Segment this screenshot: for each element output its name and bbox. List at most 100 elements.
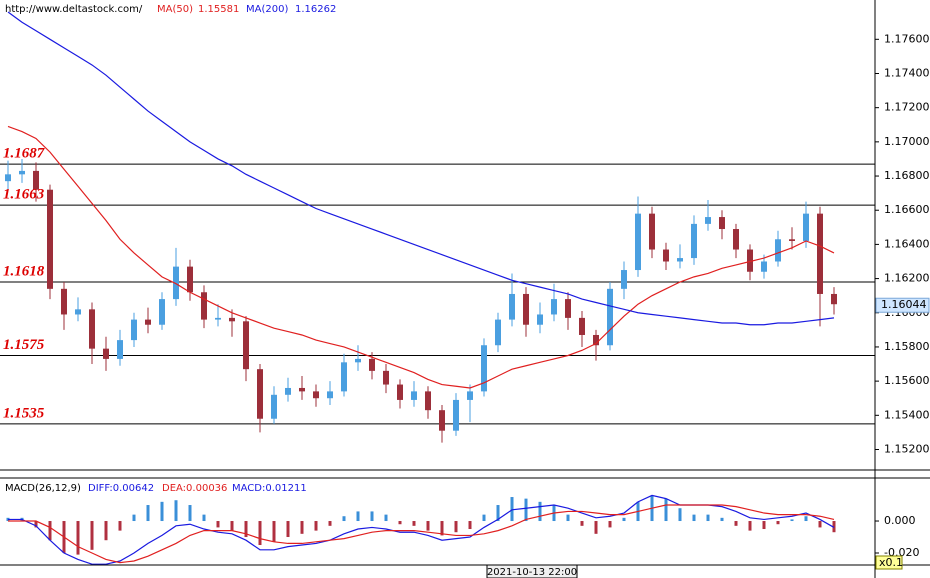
y-tick-label: 1.17000 — [884, 135, 930, 148]
y-tick-label: 1.16400 — [884, 237, 930, 250]
macd-plot — [6, 494, 836, 565]
candle-body — [173, 266, 179, 300]
candle-body — [495, 319, 501, 346]
macd-bar — [762, 521, 766, 530]
candle-body — [509, 293, 515, 320]
macd-bar — [384, 514, 388, 522]
candle-body — [481, 345, 487, 392]
candle-body — [439, 410, 445, 431]
legend-label: MACD:0.01211 — [232, 483, 307, 494]
candle-body — [621, 270, 627, 289]
macd-bar — [48, 521, 52, 541]
macd-bar — [524, 498, 528, 522]
candle-body — [89, 309, 95, 349]
y-tick-label: 1.16600 — [884, 203, 930, 216]
macd-bar — [118, 521, 122, 531]
macd-bar — [580, 521, 584, 526]
candle-body — [229, 317, 235, 322]
macd-bar — [776, 521, 780, 525]
macd-bar — [454, 521, 458, 533]
candle-body — [607, 288, 613, 346]
series-line — [7, 125, 835, 389]
macd-bar — [608, 521, 612, 528]
macd-bar — [188, 505, 192, 522]
macd-bar — [258, 521, 262, 546]
candle-body — [285, 387, 291, 395]
scale-label: x0.1 — [879, 556, 903, 569]
y-tick-label: 1.17200 — [884, 101, 930, 114]
candle-body — [551, 299, 557, 315]
candle-body — [635, 213, 641, 271]
series-line — [8, 504, 835, 564]
y-tick-label: 1.17600 — [884, 32, 930, 45]
macd-bar — [496, 505, 500, 522]
candle-body — [733, 229, 739, 250]
macd-bar — [426, 521, 430, 531]
macd-bar — [664, 498, 668, 522]
macd-bar — [734, 521, 738, 526]
macd-bar — [146, 505, 150, 522]
candle-body — [341, 362, 347, 392]
macd-bar — [594, 521, 598, 534]
scale-box — [875, 555, 903, 570]
macd-bar — [706, 514, 710, 522]
macd-bar — [286, 521, 290, 538]
macd-bar — [510, 497, 514, 522]
macd-bar — [300, 521, 304, 534]
candle-body — [817, 213, 823, 294]
candle-body — [257, 369, 263, 419]
candle-body — [383, 370, 389, 385]
last-price-label: 1.16044 — [881, 298, 927, 311]
level-label: 1.1663 — [3, 187, 45, 203]
candle-body — [5, 174, 11, 182]
candle-body — [663, 249, 669, 262]
macd-bar — [314, 521, 318, 531]
y-tick-label: 1.15600 — [884, 374, 930, 387]
macd-bar — [34, 521, 38, 528]
level-label: 1.1535 — [3, 405, 45, 421]
macd-bar — [678, 508, 682, 522]
candle-body — [691, 223, 697, 259]
level-label: 1.1575 — [3, 337, 45, 353]
candle-body — [145, 319, 151, 325]
macd-bar — [832, 521, 836, 533]
candle-body — [159, 299, 165, 325]
price-plot — [0, 11, 875, 443]
candle-body — [677, 258, 683, 262]
candle-body — [243, 321, 249, 370]
candle-body — [131, 319, 137, 341]
macd-bar — [104, 521, 108, 541]
candle-body — [327, 391, 333, 399]
candle-body — [705, 217, 711, 224]
legend-value: 1.15581 — [198, 4, 239, 15]
macd-bar — [482, 514, 486, 522]
candle-body — [649, 213, 655, 250]
candle-body — [775, 239, 781, 262]
time-label: 2021-10-13 22:00 — [487, 567, 577, 578]
macd-bar — [230, 521, 234, 531]
candle-body — [565, 299, 571, 318]
candle-body — [299, 387, 305, 392]
y-tick-label: 1.16200 — [884, 272, 930, 285]
macd-bar — [566, 514, 570, 522]
candle-body — [215, 317, 221, 320]
candle-body — [789, 239, 795, 241]
series-line — [7, 11, 835, 326]
y-tick-label: 1.16800 — [884, 169, 930, 182]
y-tick-label: 1.17400 — [884, 66, 930, 79]
candle-body — [369, 358, 375, 371]
candle-body — [75, 309, 81, 315]
candle-body — [411, 391, 417, 400]
macd-bar — [440, 521, 444, 536]
candle-body — [831, 293, 837, 305]
y-tick-label: 0.000 — [884, 514, 916, 527]
legend-label: DEA:0.00036 — [162, 483, 227, 494]
macd-bar — [244, 521, 248, 538]
candle-body — [523, 293, 529, 325]
macd-bar — [328, 521, 332, 526]
candle-body — [187, 266, 193, 293]
candle-body — [579, 317, 585, 335]
